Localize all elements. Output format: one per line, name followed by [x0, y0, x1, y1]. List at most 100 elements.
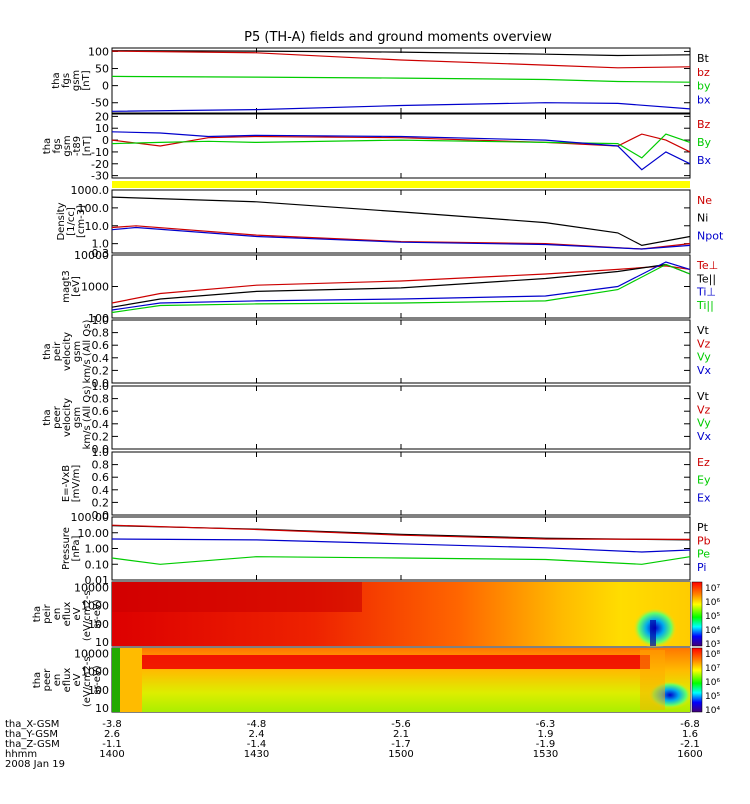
- x-axis-value: 2.1: [393, 729, 409, 740]
- y-axis-label: -t89: [72, 136, 83, 156]
- y-axis-label: [mV/m]: [71, 465, 82, 503]
- y-tick-label: 0.2: [92, 496, 110, 509]
- series-line-Bx: [111, 131, 691, 171]
- y-axis-label: [nPa]: [71, 535, 82, 561]
- y-tick-label: 10000: [74, 249, 109, 262]
- x-axis-value: -1.1: [102, 739, 122, 750]
- panel-frame: [111, 113, 691, 179]
- colorbar-label: 10⁵: [705, 692, 720, 702]
- x-axis-value: 1500: [388, 749, 413, 760]
- y-tick-label: 100: [88, 618, 109, 631]
- y-tick-label: 0.8: [92, 327, 110, 340]
- x-axis-value: -2.1: [680, 739, 700, 750]
- y-axis-label: tha: [32, 606, 43, 622]
- legend-entry: Ti⊥: [696, 286, 716, 299]
- page-title: P5 (TH-A) fields and ground moments over…: [244, 30, 552, 45]
- y-axis-label: km/s (All Qs): [82, 386, 93, 450]
- colorbar-label: 10⁴: [705, 706, 720, 716]
- x-axis-row-label: hhmm: [5, 749, 37, 760]
- y-tick-label: 1.00: [85, 543, 110, 556]
- y-axis-label: tha: [42, 138, 53, 154]
- y-tick-label: 1000: [81, 666, 109, 679]
- peer-spectrogram-image: [112, 648, 692, 712]
- y-tick-label: 0.0: [92, 443, 110, 456]
- x-axis-row-label: tha_Z-GSM: [5, 739, 60, 750]
- panel-frame: [111, 451, 691, 516]
- y-tick-label: 0.2: [92, 364, 110, 377]
- x-axis-value: 1.9: [538, 729, 554, 740]
- panel-frame: [111, 319, 691, 384]
- y-axis-label: sr-eV): [92, 599, 103, 628]
- x-axis-value: -3.8: [102, 719, 122, 730]
- colorbar-label: 10⁶: [705, 598, 720, 608]
- x-axis-value: -5.6: [391, 719, 411, 730]
- x-axis-value: 1.6: [682, 729, 698, 740]
- y-tick-label: 0.4: [92, 352, 110, 365]
- y-tick-label: 0.6: [92, 339, 110, 352]
- legend-entry: Ti||: [696, 299, 714, 312]
- y-tick-label: 0.4: [92, 484, 110, 497]
- series-line-Ni: [111, 196, 691, 247]
- panel-temperature: 10000 1000 100 magt3 [eV] Te⊥Te||Ti⊥Ti||: [61, 249, 718, 325]
- series-line-Bt: [111, 50, 691, 57]
- y-tick-label: 0.4: [92, 418, 110, 431]
- x-axis-value: 1530: [533, 749, 558, 760]
- y-axis-label: km/s (All Qs): [82, 320, 93, 384]
- legend-entry: Vt: [697, 390, 710, 403]
- y-tick-label: 50: [95, 63, 109, 76]
- peir-colorbar: [691, 581, 703, 647]
- y-tick-label: 0: [102, 134, 109, 147]
- y-axis-label: eflux: [62, 668, 73, 693]
- legend-entry: Vx: [697, 430, 712, 443]
- y-tick-label: 10.0: [85, 220, 110, 233]
- legend-entry: bz: [697, 66, 710, 79]
- series-line-by: [111, 75, 691, 83]
- y-axis-label: fgs: [52, 138, 63, 153]
- y-tick-label: 0.6: [92, 471, 110, 484]
- y-axis-label: tha: [42, 409, 53, 425]
- y-axis-label: en: [52, 608, 63, 621]
- panel-density: 1000.0 100.0 10.0 1.00.3 Density [1/cc] [cm-3]…: [56, 184, 724, 260]
- x-axis-row-label: tha_X-GSM: [5, 719, 59, 730]
- y-tick-label: -30: [91, 170, 109, 183]
- y-tick-label: 1.0: [92, 314, 110, 327]
- y-axis-label: peer: [52, 405, 63, 429]
- legend-entry: Pb: [697, 534, 711, 547]
- legend-entry: Bx: [697, 154, 712, 167]
- y-tick-label: 0.10: [85, 558, 110, 571]
- legend-entry: Vx: [697, 364, 712, 377]
- y-tick-label: -10: [91, 146, 109, 159]
- x-axis-value: -6.8: [680, 719, 700, 730]
- panel-pressure: 100.00 10.00 1.00 0.10 0.01 Pressure [nPa] PtPb…: [61, 511, 711, 587]
- x-axis-value: 2.4: [249, 729, 265, 740]
- colorbar-label: 10⁶: [705, 678, 720, 688]
- y-axis-label: [cm-3]: [76, 205, 87, 238]
- legend-entry: Te⊥: [696, 259, 718, 272]
- y-tick-label: 1000.0: [71, 184, 110, 197]
- y-axis-label: [nT]: [81, 70, 92, 90]
- y-tick-label: 100: [88, 312, 109, 325]
- panel-peer_spectrogram: 10000 1000 100 10 tha peer en eflux eV (eV/cm2-s-…: [32, 647, 720, 716]
- y-tick-label: 20: [95, 110, 109, 123]
- legend-entry: By: [697, 136, 712, 149]
- y-axis-label: peir: [52, 341, 63, 361]
- x-axis-value: 1400: [99, 749, 124, 760]
- series-line-Ne: [111, 225, 691, 250]
- legend-entry: Bz: [697, 118, 711, 131]
- x-axis-value: -4.8: [247, 719, 267, 730]
- y-tick-label: 10: [95, 122, 109, 135]
- x-axis-value: 1430: [244, 749, 269, 760]
- x-axis: tha_X-GSM -3.8 -4.8 -5.6 -6.3 -6.8 tha_Y-GSM 2.…: [5, 719, 703, 770]
- y-tick-label: 0.6: [92, 405, 110, 418]
- legend-entry: Vt: [697, 324, 710, 337]
- y-tick-label: 100: [88, 45, 109, 58]
- y-tick-label: 10: [95, 702, 109, 715]
- y-axis-label: gsm: [71, 70, 82, 91]
- legend-entry: Vy: [697, 351, 711, 364]
- series-line-Ti||: [111, 263, 691, 314]
- y-axis-label: eflux: [62, 602, 73, 627]
- legend-entry: Vz: [697, 337, 711, 350]
- y-axis-label: peir: [42, 603, 53, 623]
- y-tick-label: 10000: [74, 581, 109, 594]
